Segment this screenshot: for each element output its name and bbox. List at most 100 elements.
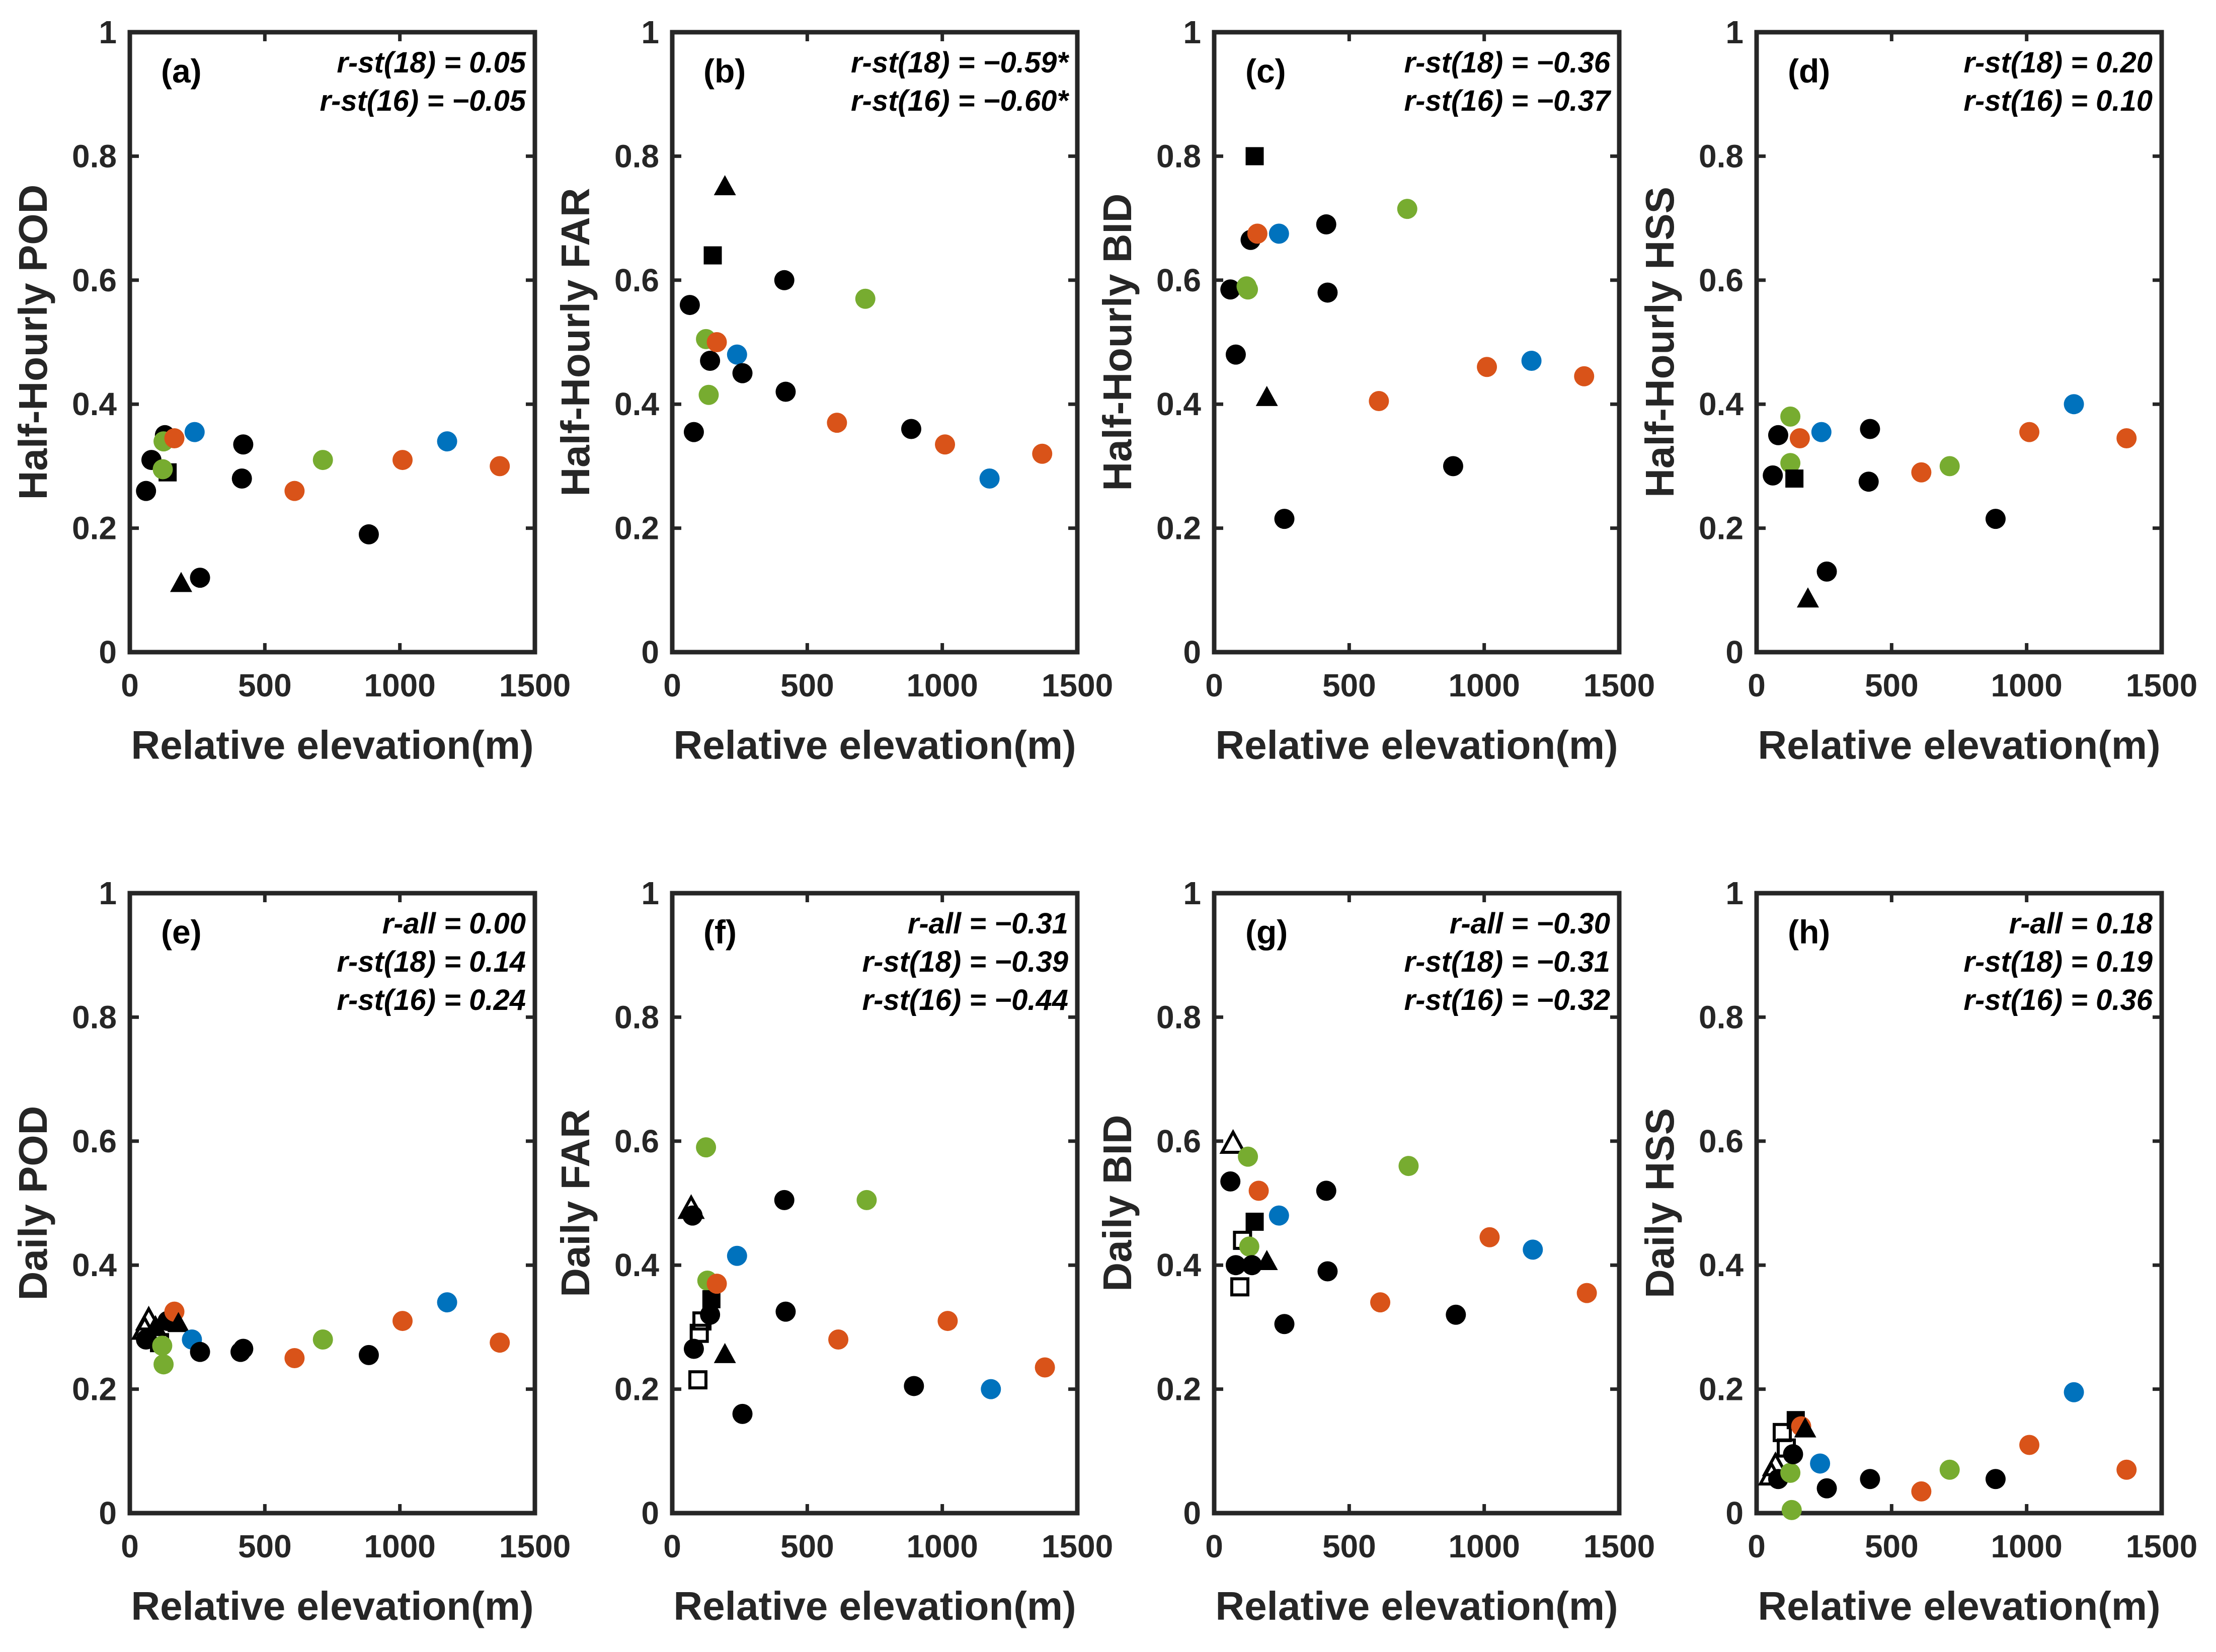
data-point xyxy=(1220,279,1241,300)
y-tick-label: 1 xyxy=(1183,875,1201,911)
data-point xyxy=(1860,1469,1880,1489)
x-tick-label: 500 xyxy=(1322,667,1376,703)
x-tick-label: 1000 xyxy=(1991,1528,2062,1564)
data-point xyxy=(490,1332,510,1353)
x-tick-label: 1000 xyxy=(1448,1528,1520,1564)
panel-label: (h) xyxy=(1788,913,1830,951)
data-point xyxy=(1397,199,1417,219)
x-axis-label: Relative elevation(m) xyxy=(1215,1584,1618,1628)
panel-label: (c) xyxy=(1245,52,1286,90)
data-point xyxy=(312,450,333,470)
y-tick-label: 1 xyxy=(1183,14,1201,50)
x-tick-label: 500 xyxy=(1865,667,1919,703)
plot-frame xyxy=(1212,30,1622,655)
y-tick-label: 0.4 xyxy=(614,1247,659,1283)
y-axis-label: Half-Hourly BID xyxy=(1095,193,1140,491)
data-point xyxy=(1446,1304,1466,1325)
data-point xyxy=(1274,509,1295,529)
x-tick-label: 1000 xyxy=(1448,667,1520,703)
y-tick-label: 0 xyxy=(641,1495,659,1531)
x-axis-label: Relative elevation(m) xyxy=(1215,723,1618,767)
data-point xyxy=(1785,469,1804,488)
data-point xyxy=(1479,1227,1500,1247)
correlation-annotation: r-st(18) = 0.19 xyxy=(1963,946,2153,978)
chart-panel-3: 0 500 1000 1500 0 0.2 0.4 0.6 0.8 1 Relative eleva… xyxy=(1637,14,2197,767)
x-tick-label: 1500 xyxy=(2126,667,2197,703)
y-tick-label: 0.2 xyxy=(72,510,117,546)
correlation-annotation: r-st(18) = −0.59* xyxy=(851,46,1069,79)
y-tick-label: 0.8 xyxy=(72,138,117,174)
x-tick-label: 0 xyxy=(663,667,681,703)
data-point xyxy=(683,422,704,442)
x-tick-label: 1500 xyxy=(499,667,571,703)
x-tick-label: 0 xyxy=(1748,1528,1766,1564)
data-point xyxy=(358,524,379,544)
data-point xyxy=(706,1274,727,1294)
data-point xyxy=(775,1301,796,1322)
data-point xyxy=(1811,422,1832,442)
x-axis-label: Relative elevation(m) xyxy=(673,1584,1076,1628)
data-point xyxy=(437,1292,457,1313)
data-point xyxy=(184,422,205,442)
panel-label: (f) xyxy=(703,913,737,951)
data-point xyxy=(1219,1129,1247,1154)
plot-frame xyxy=(1754,891,2164,1516)
data-point xyxy=(1810,1453,1831,1474)
data-point xyxy=(1247,223,1268,244)
y-axis-label: Daily FAR xyxy=(553,1109,598,1297)
data-point xyxy=(164,428,185,448)
data-point xyxy=(1245,1212,1264,1231)
correlation-annotation: r-st(16) = −0.05 xyxy=(320,85,526,117)
data-point xyxy=(1816,1478,1837,1499)
y-tick-label: 0.8 xyxy=(72,999,117,1035)
data-point xyxy=(144,1315,167,1335)
y-tick-label: 1 xyxy=(641,14,659,50)
plot-frame xyxy=(670,30,1080,655)
data-point xyxy=(1255,1250,1278,1271)
data-point xyxy=(1911,462,1932,483)
x-axis-label: Relative elevation(m) xyxy=(131,1584,533,1628)
panel-label: (a) xyxy=(161,52,202,90)
data-point xyxy=(1035,1357,1055,1378)
x-tick-label: 1000 xyxy=(906,667,978,703)
y-tick-label: 0.2 xyxy=(614,510,659,546)
data-point xyxy=(1860,419,1880,439)
data-point xyxy=(1576,1283,1597,1303)
y-tick-label: 1 xyxy=(641,875,659,911)
y-tick-label: 0.8 xyxy=(1699,999,1744,1035)
y-tick-label: 0.8 xyxy=(614,999,659,1035)
data-point xyxy=(689,1323,709,1343)
data-point xyxy=(136,481,156,501)
data-point xyxy=(696,1137,717,1158)
y-tick-label: 1 xyxy=(1725,875,1744,911)
y-tick-label: 0.2 xyxy=(1699,510,1744,546)
data-point xyxy=(1269,1205,1289,1226)
y-tick-label: 0.2 xyxy=(1156,1371,1201,1407)
data-point xyxy=(312,1329,333,1350)
y-axis-label: Daily POD xyxy=(11,1106,55,1301)
x-tick-label: 1500 xyxy=(1584,667,1655,703)
correlation-annotation: r-st(18) = −0.39 xyxy=(862,946,1068,978)
data-point xyxy=(2116,428,2137,448)
chart-panel-4: 0 500 1000 1500 0 0.2 0.4 0.6 0.8 1 Relative eleva… xyxy=(11,875,571,1628)
correlation-annotation: r-st(18) = 0.20 xyxy=(1963,46,2153,79)
y-tick-label: 0.2 xyxy=(614,1371,659,1407)
y-tick-label: 0.6 xyxy=(1156,1123,1201,1159)
correlation-annotation: r-all = 0.00 xyxy=(382,907,526,940)
data-point xyxy=(190,568,210,588)
data-point xyxy=(1796,587,1819,608)
data-point xyxy=(1225,1255,1246,1276)
data-point xyxy=(1316,214,1336,234)
y-tick-label: 0 xyxy=(99,634,117,670)
chart-panel-1: 0 500 1000 1500 0 0.2 0.4 0.6 0.8 1 Relative eleva… xyxy=(553,14,1113,767)
data-point xyxy=(1816,561,1837,582)
y-tick-label: 0.4 xyxy=(72,1247,117,1283)
data-point xyxy=(1238,279,1258,300)
plot-frame xyxy=(670,891,1080,1516)
data-point xyxy=(1274,1314,1295,1334)
data-point xyxy=(437,431,457,452)
data-point xyxy=(727,344,747,365)
data-point xyxy=(167,1312,190,1332)
data-point xyxy=(1985,509,2006,529)
data-point xyxy=(683,1339,704,1359)
